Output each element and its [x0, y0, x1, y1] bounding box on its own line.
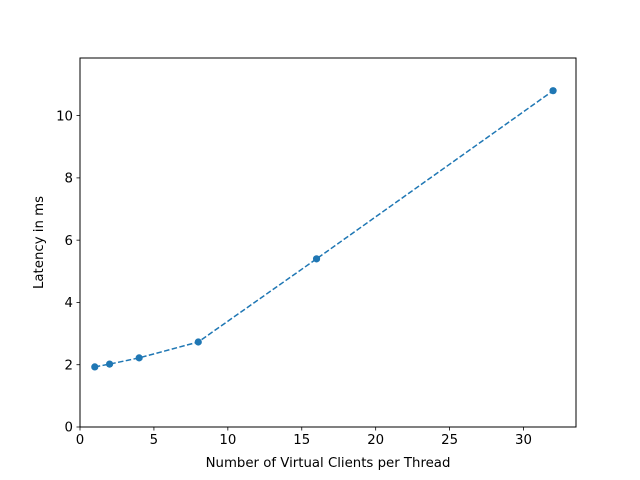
y-tick-label: 4 — [65, 296, 73, 311]
y-tick-label: 8 — [65, 172, 73, 187]
x-tick-label: 30 — [515, 433, 532, 448]
y-axis-ticks: 0 2 4 6 8 10 — [56, 109, 80, 436]
data-point — [549, 87, 557, 95]
data-point — [135, 354, 143, 362]
y-tick-label: 10 — [56, 109, 73, 124]
x-tick-label: 15 — [293, 433, 310, 448]
data-point — [194, 338, 202, 346]
data-point — [105, 360, 114, 368]
x-tick-label: 25 — [441, 433, 458, 448]
x-axis-label: Number of Virtual Clients per Thread — [206, 456, 451, 471]
x-tick-label: 0 — [76, 433, 84, 448]
x-tick-label: 10 — [219, 433, 236, 448]
axes-frame — [79, 57, 577, 428]
y-tick-label: 6 — [65, 234, 73, 249]
y-tick-label: 2 — [65, 358, 73, 373]
x-tick-label: 5 — [150, 433, 158, 448]
data-point — [91, 363, 99, 371]
x-tick-label: 20 — [367, 433, 384, 448]
y-axis-label: Latency in ms — [32, 196, 47, 289]
plot-area — [91, 87, 557, 371]
x-axis-ticks: 0 5 10 15 20 25 30 — [76, 427, 532, 448]
data-point — [312, 255, 321, 263]
y-tick-label: 0 — [65, 421, 73, 436]
